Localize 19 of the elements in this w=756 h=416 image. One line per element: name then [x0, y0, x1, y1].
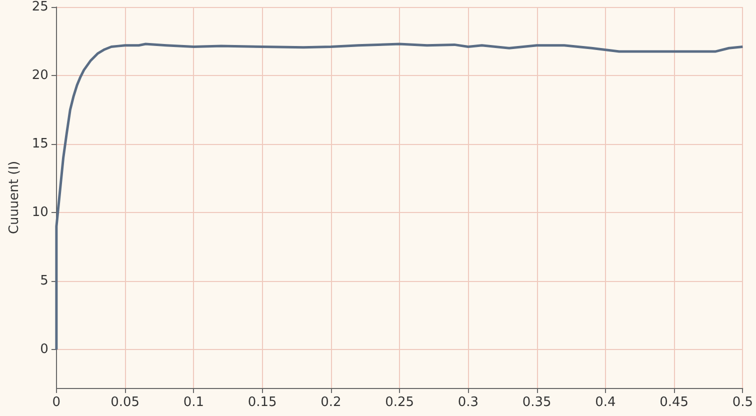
- x-tick-label: 0: [52, 395, 61, 410]
- x-tick-label: 0.05: [110, 395, 140, 410]
- y-tick-label: 25: [32, 0, 48, 14]
- line-series: [55, 42, 744, 351]
- x-tick-label: 0.1: [183, 395, 204, 410]
- x-tick-label: 0.2: [320, 395, 342, 410]
- y-tick-label: 5: [40, 274, 48, 289]
- y-tick-label: 0: [40, 342, 48, 358]
- x-tick-label: 0.4: [595, 395, 616, 410]
- x-tick-label: 0.25: [385, 395, 414, 410]
- x-tick-label: 0.45: [660, 395, 689, 410]
- y-tick-label: 10: [32, 205, 48, 220]
- y-axis-title: Cuuuent (I): [7, 160, 22, 234]
- x-tick-label: 0.5: [732, 395, 754, 410]
- x-tick-label: 0.3: [458, 395, 479, 410]
- x-tick-label: 0.35: [522, 395, 552, 410]
- x-tick-label: 0.15: [248, 395, 277, 410]
- y-tick-label: 15: [32, 136, 48, 152]
- y-tick-label: 20: [32, 68, 48, 84]
